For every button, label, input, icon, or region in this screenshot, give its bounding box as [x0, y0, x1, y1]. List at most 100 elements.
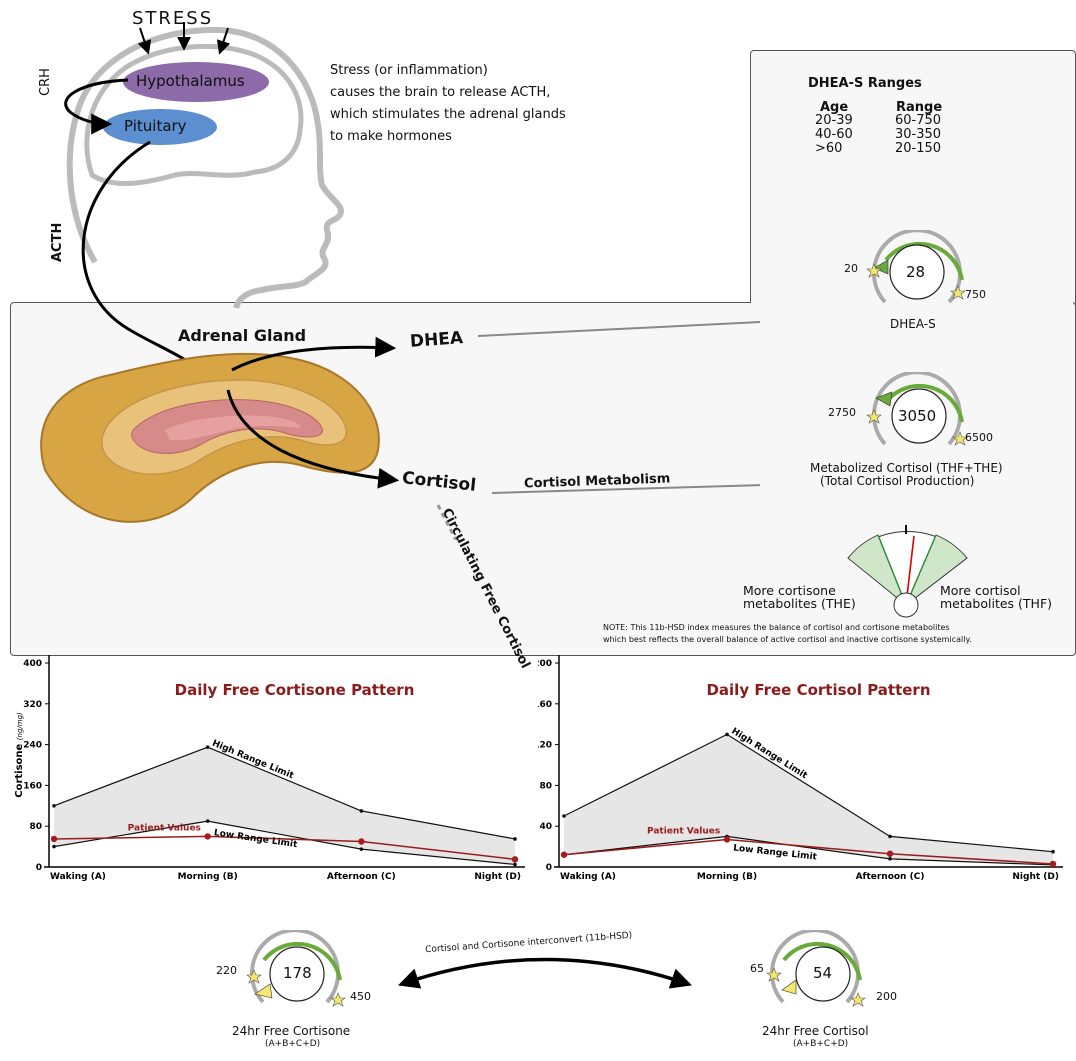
acth-label: ACTH [50, 222, 65, 262]
patient-values-label: Patient Values [128, 823, 201, 833]
dhea-gauge-value: 28 [906, 263, 926, 281]
dhea-ranges-rows: 20-39 60-750 40-60 30-350 >60 20-150 [815, 114, 941, 156]
pituitary-shape [103, 109, 217, 145]
low-range-point [359, 847, 364, 851]
stress-label: STRESS [132, 8, 214, 29]
high-range-point [52, 804, 56, 808]
chart-title: Daily Free Cortisol Pattern [706, 681, 930, 699]
table-row: >60 20-150 [815, 141, 942, 156]
y-tick-label: 160 [23, 781, 42, 791]
y-tick-label: 80 [29, 822, 42, 832]
cortisone24-gauge-low: 220 [216, 964, 237, 977]
high-range-point [205, 745, 210, 749]
y-tick-label: 40 [539, 822, 552, 832]
low-range-point [513, 862, 517, 867]
balance-right-label: More cortisol metabolites (THF) [940, 583, 1053, 611]
x-tick-label: Waking (A) [50, 872, 106, 882]
y-tick-label: 320 [23, 700, 42, 710]
x-tick-label: Morning (B) [178, 872, 238, 882]
x-tick-label: Waking (A) [560, 872, 616, 882]
x-tick-label: Morning (B) [697, 872, 757, 882]
balance-note: NOTE: This 11b-HSD index measures the ba… [603, 623, 972, 644]
cortisone24-gauge-high: 450 [350, 990, 371, 1003]
high-range-line [563, 733, 1054, 853]
y-tick-label: 0 [36, 863, 42, 873]
dhea-label: DHEA [409, 328, 464, 352]
range-header: Range [896, 100, 943, 115]
x-tick-label: Night (D) [1012, 872, 1059, 882]
brain-outline [84, 44, 304, 186]
cortisol24-gauge [766, 930, 866, 1007]
description-line: which stimulates the adrenal glands [330, 107, 566, 122]
metabolized-gauge [866, 372, 968, 446]
patient-value-point [1049, 860, 1057, 868]
metabolized-gauge-high: 6500 [965, 431, 993, 444]
patient-value-point [204, 833, 211, 840]
chart-title: Daily Free Cortisone Pattern [175, 681, 415, 699]
low-range-point [52, 844, 56, 849]
high-range-point [725, 732, 729, 737]
x-tick-label: Afternoon (C) [327, 872, 396, 882]
high-range-line [53, 746, 516, 840]
panel-seam [751, 296, 1073, 310]
interconvert-arrow [398, 957, 692, 989]
table-row: 40-60 30-350 [815, 127, 942, 142]
y-tick-label: 400 [23, 659, 42, 669]
high-range-point [359, 809, 364, 813]
patient-values-line [53, 835, 516, 861]
cortisol24-gauge-value: 54 [813, 964, 833, 982]
cortisol24-gauge-label2: (A+B+C+D) [793, 1039, 849, 1049]
low-range-point [888, 857, 892, 861]
y-axis-label: Cortisone (ng/mg) [14, 712, 25, 798]
high-range-point [513, 837, 517, 841]
high-range-point [562, 814, 566, 818]
cortisol24-gauge-high: 200 [876, 990, 897, 1003]
age-header: Age [820, 100, 849, 115]
cortisone24-gauge-label2: (A+B+C+D) [265, 1039, 321, 1049]
brain-diagram [40, 22, 760, 540]
metabolized-gauge-label1: Metabolized Cortisol (THF+THE) [810, 461, 1003, 475]
brain-description: Stress (or inflammation) causes the brai… [330, 60, 566, 148]
metabolized-gauge-low: 2750 [828, 406, 856, 419]
patient-value-point [511, 856, 519, 863]
dhea-gauge [866, 230, 966, 304]
pituitary-label: Pituitary [124, 117, 187, 135]
dhea-gauge-low: 20 [844, 262, 858, 275]
patient-value-point [358, 838, 365, 845]
description-line: to make hormones [330, 129, 452, 144]
patient-value-point [723, 836, 731, 843]
y-tick-label: 160 [538, 700, 552, 710]
daily-free-cortisol-chart: 0 40 80 120 160 200 Waking (A) Morning (B) After… [538, 655, 1063, 882]
balance-gauge [847, 525, 968, 618]
cortisone24-gauge [246, 930, 346, 1007]
adrenal-gland-label: Adrenal Gland [178, 326, 307, 345]
y-tick-label: 80 [539, 781, 552, 791]
table-row: 20-39 60-750 [815, 113, 942, 128]
y-tick-label: 240 [23, 741, 42, 751]
y-tick-label: 120 [538, 741, 552, 751]
cortisol24-gauge-label1: 24hr Free Cortisol [762, 1024, 869, 1038]
y-tick-label: 0 [546, 863, 552, 873]
adrenal-gland-illustration [40, 352, 380, 523]
patient-value-point [50, 835, 58, 843]
range-band [564, 734, 1053, 865]
y-tick-label: 200 [538, 659, 552, 669]
hypothalamus-shape [123, 62, 269, 102]
balance-left-label: More cortisone metabolites (THE) [743, 583, 856, 611]
dhea-gauge-high: 750 [965, 288, 986, 301]
range-band [54, 747, 515, 865]
description-line: causes the brain to release ACTH, [330, 85, 551, 100]
high-range-point [888, 834, 892, 839]
patient-values-label: Patient Values [647, 826, 720, 836]
crh-label: CRH [38, 68, 53, 96]
patient-value-point [560, 851, 568, 858]
cortisone24-gauge-label1: 24hr Free Cortisone [232, 1024, 351, 1038]
low-range-line [563, 835, 1054, 866]
low-range-line [53, 820, 516, 866]
x-tick-label: Afternoon (C) [856, 872, 925, 882]
x-tick-label: Night (D) [474, 872, 521, 882]
cortisol24-gauge-low: 65 [750, 962, 764, 975]
dhea-ranges-title: DHEA-S Ranges [808, 76, 922, 91]
hypothalamus-label: Hypothalamus [136, 72, 245, 90]
daily-free-cortisone-chart: 0 80 160 240 320 400 Waking (A) Morning (B) Afte… [14, 655, 525, 882]
